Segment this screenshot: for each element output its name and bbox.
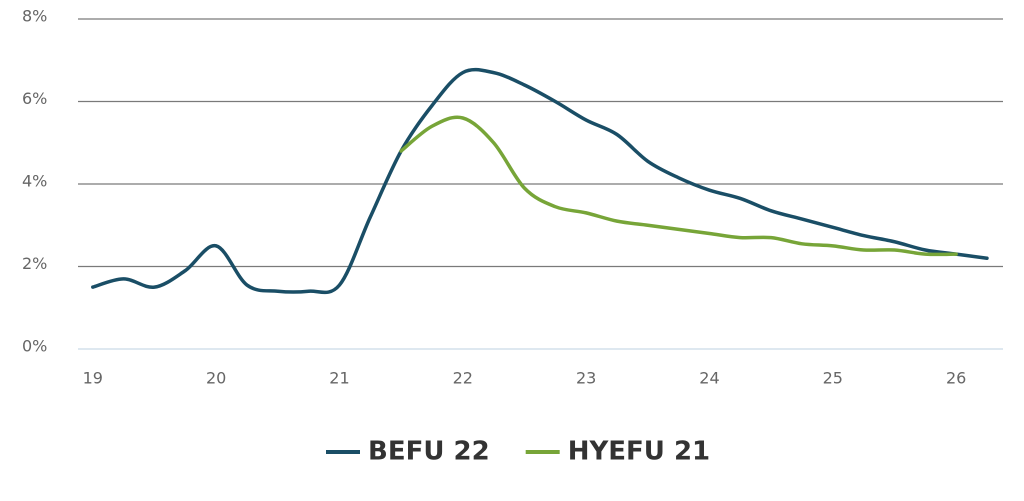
x-tick-label: 25 — [823, 369, 843, 388]
series-line — [399, 115, 958, 257]
x-tick-label: 19 — [83, 369, 103, 388]
x-tick-label: 21 — [329, 369, 349, 388]
x-tick-label: 26 — [946, 369, 966, 388]
x-tick-label: 20 — [206, 369, 226, 388]
y-tick-label: 6% — [22, 89, 47, 108]
legend-label: BEFU 22 — [368, 437, 490, 467]
y-tick-label: 4% — [22, 172, 47, 191]
x-tick-label: 24 — [699, 369, 719, 388]
series-line — [91, 67, 989, 295]
legend-label: HYEFU 21 — [568, 437, 710, 467]
y-tick-label: 0% — [22, 337, 47, 356]
x-tick-label: 22 — [453, 369, 473, 388]
x-tick-label: 23 — [576, 369, 596, 388]
y-tick-label: 8% — [22, 7, 47, 26]
y-tick-label: 2% — [22, 254, 47, 273]
